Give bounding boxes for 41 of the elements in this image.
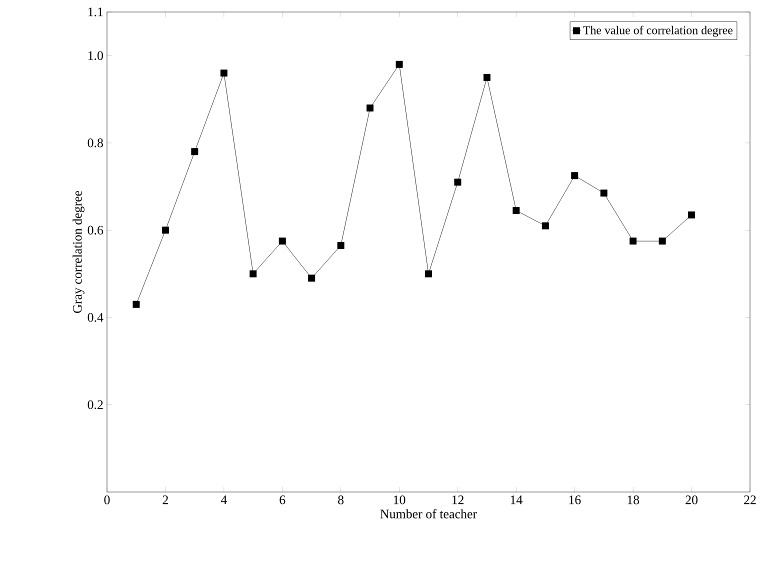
x-tick-label: 12 xyxy=(452,496,464,504)
y-axis-title: Gray correlation degree xyxy=(72,190,84,313)
x-tick-label: 8 xyxy=(338,496,344,504)
point xyxy=(366,104,374,112)
point xyxy=(542,222,549,230)
y-tick-label: 0.2 xyxy=(88,400,103,410)
point xyxy=(162,226,169,234)
x-tick-label: 0 xyxy=(104,496,110,504)
point xyxy=(512,207,520,214)
x-axis-title: Number of teacher xyxy=(380,509,477,518)
point xyxy=(308,274,316,282)
x-tick-label: 2 xyxy=(162,496,168,504)
x-tick-label: 18 xyxy=(628,496,640,504)
point xyxy=(454,178,462,186)
y-tick-label: 0.4 xyxy=(88,313,104,322)
point xyxy=(396,60,403,68)
x-tick-label: 20 xyxy=(686,496,698,504)
point xyxy=(688,211,696,218)
point xyxy=(337,242,344,249)
x-tick-label: 4 xyxy=(220,496,227,504)
point xyxy=(483,74,490,81)
x-tick-label: 14 xyxy=(510,496,522,504)
point xyxy=(220,70,228,77)
legend-label: The value of correlation degree xyxy=(583,26,733,37)
point xyxy=(250,270,257,278)
y-tick-label: 1.0 xyxy=(88,51,103,60)
point xyxy=(571,172,578,180)
point xyxy=(278,238,286,245)
point xyxy=(425,270,432,278)
point xyxy=(132,300,140,308)
x-tick-label: 16 xyxy=(569,496,581,504)
point xyxy=(658,238,666,245)
point xyxy=(600,190,608,197)
x-tick-label: 22 xyxy=(744,496,756,504)
y-tick-label: 0.8 xyxy=(88,138,103,148)
point xyxy=(630,238,637,245)
y-tick-label: 0.6 xyxy=(88,226,104,235)
point xyxy=(191,148,198,156)
y-tick-label: 1.1 xyxy=(88,8,103,16)
x-tick-label: 10 xyxy=(394,496,406,504)
x-tick-label: 6 xyxy=(280,496,286,504)
